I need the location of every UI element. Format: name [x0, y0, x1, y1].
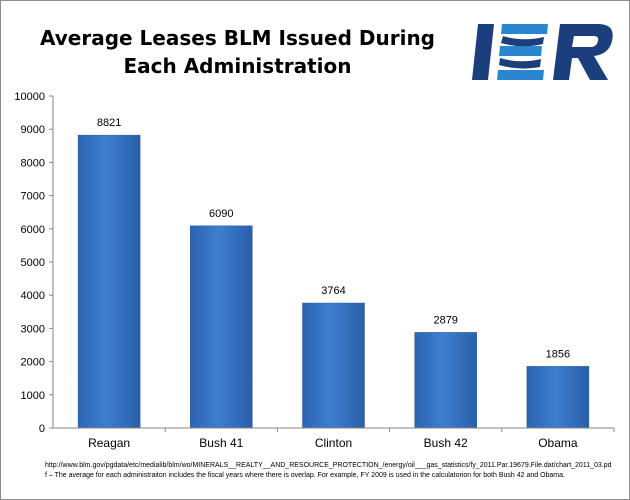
y-tick-label: 7000 [21, 191, 45, 203]
y-axis-ticks: 0 1000 2000 3000 4000 5000 6000 7000 8000 9000 100… [14, 91, 53, 435]
ier-logo [472, 24, 613, 80]
bar-bush-42 [414, 332, 477, 429]
y-tick-label: 3000 [21, 323, 45, 335]
logo-letter-i [472, 24, 494, 80]
y-tick-label: 2000 [21, 357, 45, 369]
bar-value-label: 2879 [433, 314, 457, 326]
bar-obama [526, 366, 590, 429]
x-tick-label: Bush 42 [424, 436, 468, 450]
y-tick-label: 1000 [21, 390, 45, 402]
x-axis-labels: Reagan Bush 41 Clinton Bush 42 Obama [88, 428, 615, 450]
footnote-line-1: http://www.blm.gov/pgdata/etc/medialib/b… [45, 462, 612, 469]
y-tick-label: 10000 [14, 91, 45, 103]
bar-value-label: 3764 [321, 285, 345, 297]
y-tick-label: 4000 [21, 290, 45, 302]
bar-value-label: 8821 [97, 117, 121, 129]
bar-clinton [302, 302, 365, 429]
y-tick-label: 9000 [21, 124, 45, 136]
bars [77, 134, 590, 429]
data-labels: 8821 6090 3764 2879 1856 [97, 117, 570, 360]
bar-reagan [77, 134, 141, 429]
bar-bush-41 [190, 225, 253, 429]
x-tick-label: Clinton [315, 436, 352, 450]
chart-title: Average Leases BLM Issued During Each Ad… [39, 26, 435, 78]
y-tick-label: 8000 [21, 157, 45, 169]
logo-letter-e [497, 24, 548, 80]
source-footnote: http://www.blm.gov/pgdata/etc/medialib/b… [45, 461, 620, 481]
bar-value-label: 1856 [546, 348, 570, 360]
y-tick-label: 6000 [21, 224, 45, 236]
x-tick-label: Bush 41 [199, 436, 243, 450]
y-tick-label: 0 [39, 423, 45, 435]
x-tick-label: Reagan [88, 436, 130, 450]
x-tick-label: Obama [538, 436, 578, 450]
y-tick-label: 5000 [21, 257, 45, 269]
logo-letter-r [553, 24, 613, 80]
bar-value-label: 6090 [209, 208, 233, 220]
footnote-line-2: f – The average for each administraiton … [45, 472, 565, 479]
